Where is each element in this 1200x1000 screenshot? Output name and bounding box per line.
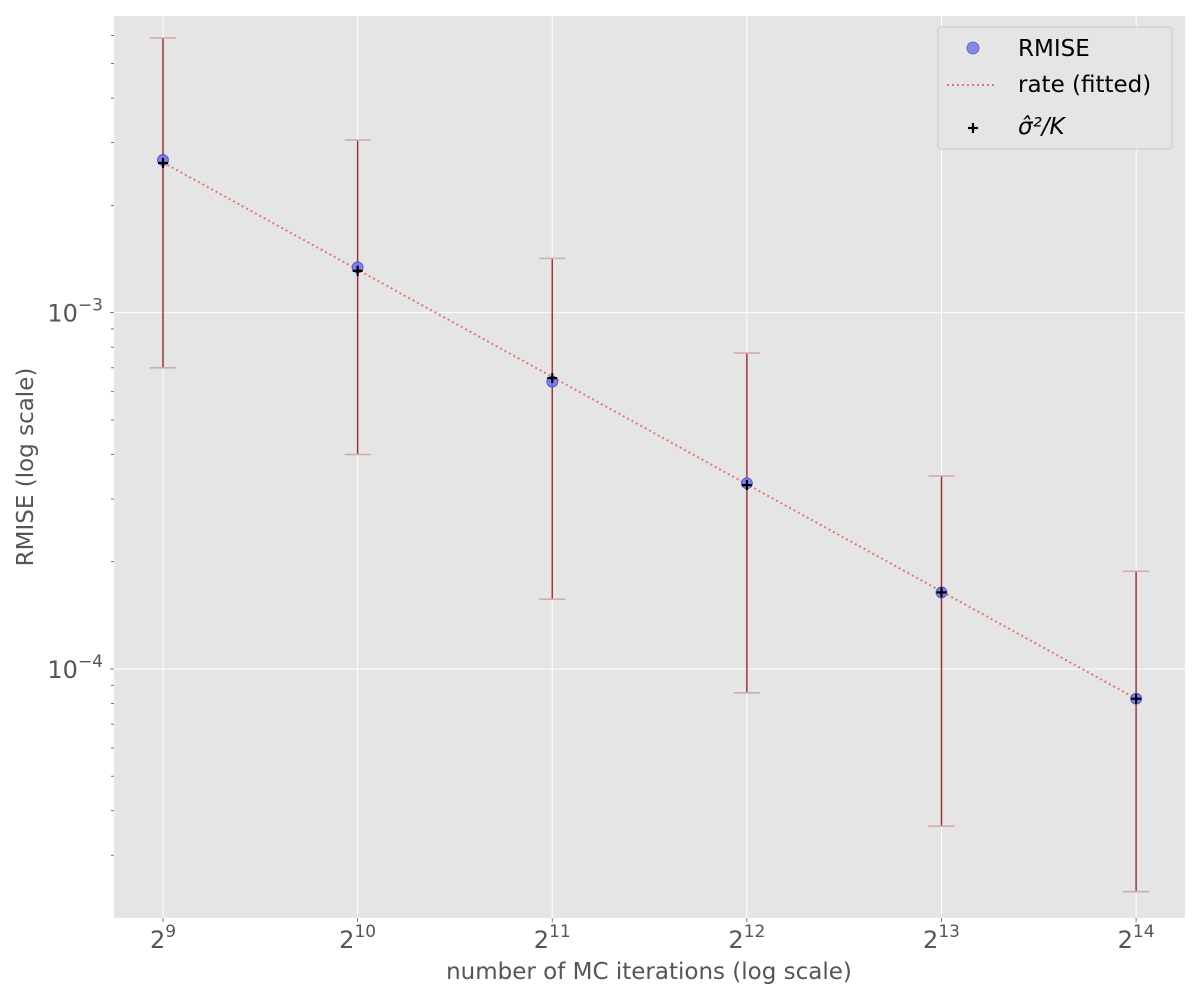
legend-box [937,26,1173,150]
legend-label-sigma: σ̂²/K [1018,114,1067,140]
y-axis-label: RMISE (log scale) [13,368,39,567]
minor-ticks [111,34,114,856]
sigma-point [1131,693,1142,704]
sigma-point [158,157,169,168]
legend-label-rate: rate (fitted) [1018,72,1151,98]
x-tick-label: 214 [1118,922,1155,954]
sigma-point [547,373,558,384]
x-axis-label: number of MC iterations (log scale) [446,959,852,985]
y-tick-label: 10−3 [47,296,103,328]
x-tick-label: 211 [534,922,571,954]
y-tick-label: 10−4 [47,652,103,684]
sigma-point [352,265,363,276]
tick-labels: 29 210 211 212 213 214 10−3 10−4 [47,296,1154,954]
legend-label-rmise: RMISE [1018,36,1090,62]
x-tick-label: 210 [339,922,376,954]
sigma-point [741,480,752,491]
legend: RMISE rate (fitted) σ̂²/K [937,26,1173,150]
legend-marker-rmise [966,41,980,55]
x-tick-label: 212 [728,922,765,954]
rate-line [162,161,1137,700]
legend-marker-sigma [968,123,978,133]
series-layer [150,37,1150,893]
x-tick-label: 29 [150,922,176,954]
x-tick-label: 213 [923,922,960,954]
sigma-point [936,587,947,598]
plot-area [114,16,1185,918]
